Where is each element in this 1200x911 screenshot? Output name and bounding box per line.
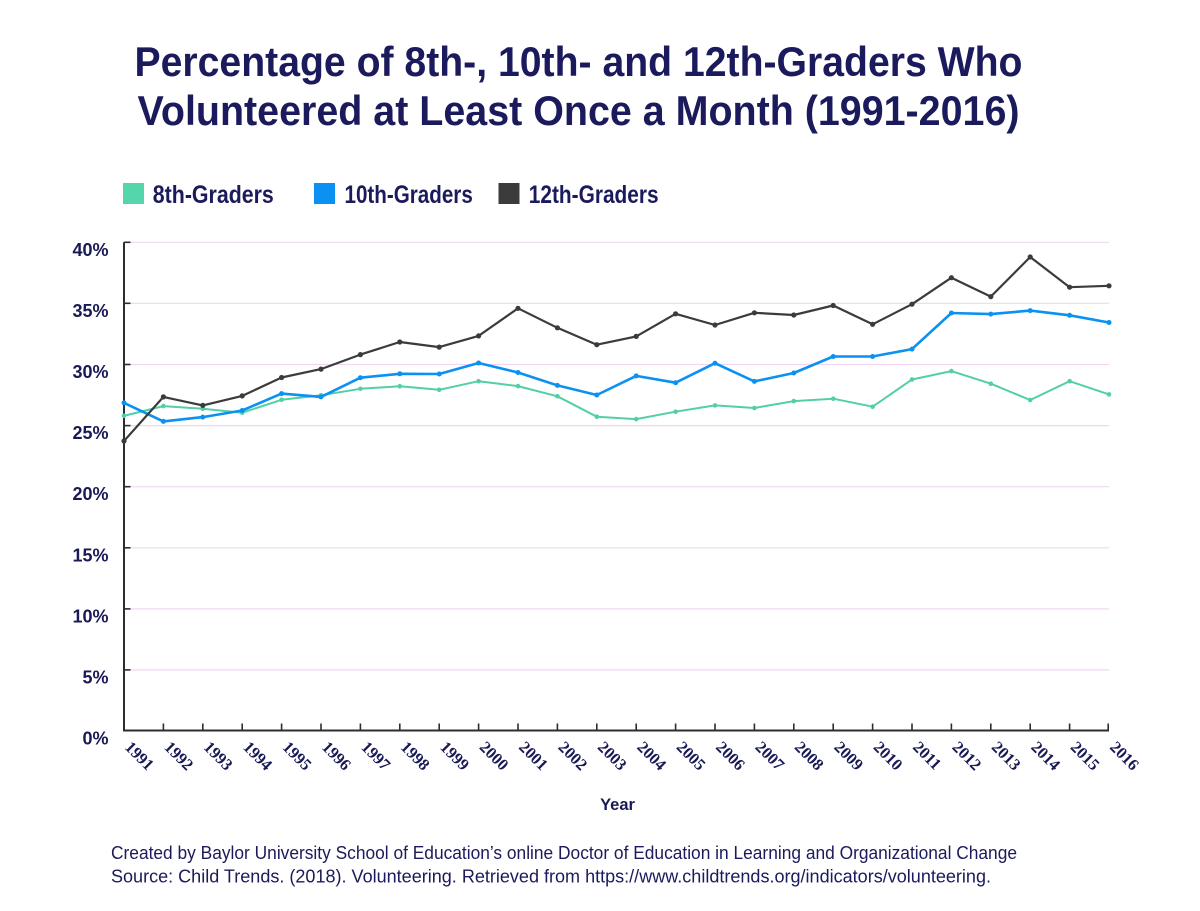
svg-text:40%: 40% xyxy=(72,240,108,260)
svg-text:2014: 2014 xyxy=(1027,737,1064,774)
svg-text:12th-Graders: 12th-Graders xyxy=(529,181,659,209)
svg-text:1996: 1996 xyxy=(318,737,355,774)
svg-text:2016: 2016 xyxy=(1106,737,1143,774)
svg-text:2003: 2003 xyxy=(594,737,631,774)
svg-text:8th-Graders: 8th-Graders xyxy=(153,181,274,209)
svg-text:2012: 2012 xyxy=(949,737,986,774)
svg-text:25%: 25% xyxy=(72,423,108,443)
svg-text:1992: 1992 xyxy=(161,737,198,774)
svg-text:2004: 2004 xyxy=(633,737,670,774)
svg-text:2007: 2007 xyxy=(752,737,789,774)
svg-text:30%: 30% xyxy=(72,362,108,382)
svg-text:10%: 10% xyxy=(72,606,108,626)
svg-text:1999: 1999 xyxy=(436,737,473,774)
svg-text:1997: 1997 xyxy=(358,737,395,774)
svg-text:Percentage of 8th-, 10th- and: Percentage of 8th-, 10th- and 12th-Grade… xyxy=(135,38,1023,85)
svg-text:1998: 1998 xyxy=(397,737,434,774)
svg-text:Created by Baylor University S: Created by Baylor University School of E… xyxy=(111,843,1017,863)
svg-text:20%: 20% xyxy=(72,484,108,504)
svg-text:0%: 0% xyxy=(82,729,108,749)
svg-text:2013: 2013 xyxy=(988,737,1025,774)
svg-text:Source: Child Trends. (2018).: Source: Child Trends. (2018). Volunteeri… xyxy=(111,867,991,887)
svg-text:2001: 2001 xyxy=(515,737,552,774)
svg-text:2000: 2000 xyxy=(476,737,513,774)
svg-text:2011: 2011 xyxy=(909,737,945,773)
svg-text:2006: 2006 xyxy=(712,737,749,774)
svg-text:2005: 2005 xyxy=(673,737,710,774)
svg-text:2015: 2015 xyxy=(1067,737,1104,774)
svg-text:5%: 5% xyxy=(82,667,108,687)
svg-text:35%: 35% xyxy=(72,301,108,321)
svg-text:10th-Graders: 10th-Graders xyxy=(345,181,473,209)
svg-text:2010: 2010 xyxy=(870,737,907,774)
svg-text:1991: 1991 xyxy=(121,737,158,774)
svg-text:15%: 15% xyxy=(72,545,108,565)
svg-text:Volunteered at Least Once a Mo: Volunteered at Least Once a Month (1991-… xyxy=(138,87,1020,134)
svg-text:1994: 1994 xyxy=(239,737,276,774)
svg-text:1993: 1993 xyxy=(200,737,237,774)
svg-text:2008: 2008 xyxy=(791,737,828,774)
svg-text:1995: 1995 xyxy=(279,737,316,774)
svg-text:2002: 2002 xyxy=(555,737,592,774)
svg-text:Year: Year xyxy=(600,796,635,814)
svg-text:2009: 2009 xyxy=(830,737,867,774)
